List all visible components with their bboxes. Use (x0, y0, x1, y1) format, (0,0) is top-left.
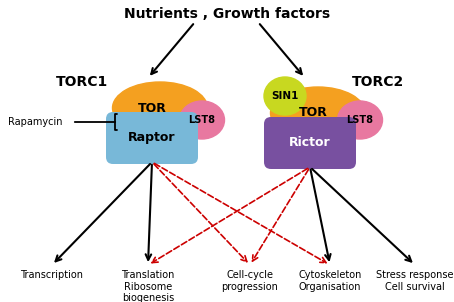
Ellipse shape (264, 77, 306, 115)
Text: Stress response
Cell survival: Stress response Cell survival (376, 270, 454, 292)
Text: LST8: LST8 (188, 115, 216, 125)
Text: TOR: TOR (299, 107, 327, 120)
Ellipse shape (337, 101, 383, 139)
Ellipse shape (179, 101, 224, 139)
Text: Transcription: Transcription (20, 270, 84, 280)
Text: Cell-cycle
progression: Cell-cycle progression (222, 270, 278, 292)
Text: Rapamycin: Rapamycin (8, 117, 63, 127)
Ellipse shape (271, 87, 365, 139)
FancyBboxPatch shape (264, 117, 356, 169)
Text: Raptor: Raptor (128, 131, 176, 144)
FancyBboxPatch shape (106, 112, 198, 164)
Text: LST8: LST8 (346, 115, 374, 125)
Text: TORC2: TORC2 (352, 75, 404, 89)
Text: TORC1: TORC1 (56, 75, 108, 89)
Text: Nutrients , Growth factors: Nutrients , Growth factors (124, 7, 330, 21)
Text: Rictor: Rictor (289, 137, 331, 149)
Text: TOR: TOR (138, 101, 167, 114)
Ellipse shape (113, 82, 207, 134)
Text: Translation
Ribosome
biogenesis: Translation Ribosome biogenesis (121, 270, 175, 302)
Text: Cytoskeleton
Organisation: Cytoskeleton Organisation (298, 270, 362, 292)
Text: SIN1: SIN1 (271, 91, 299, 101)
